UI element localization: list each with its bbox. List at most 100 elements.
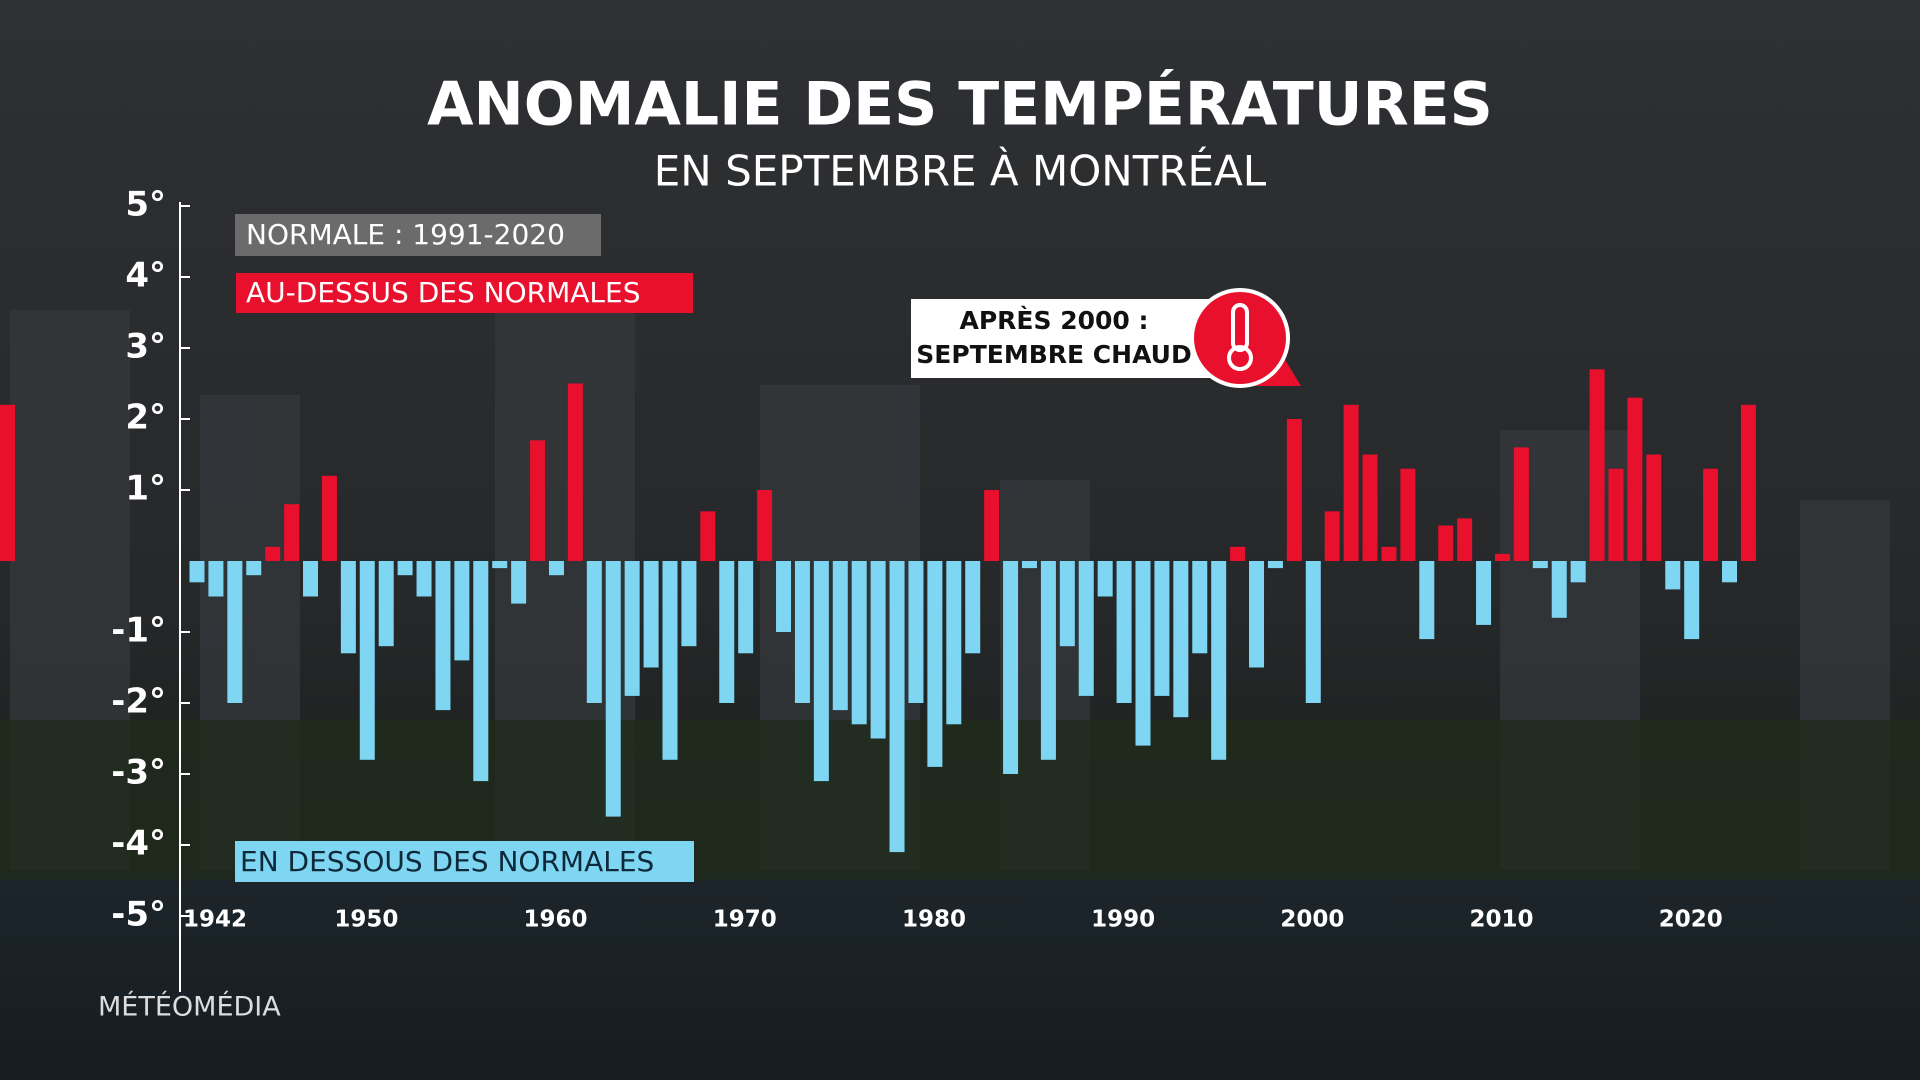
bar — [359, 561, 375, 760]
x-tick-label: 1980 — [902, 907, 966, 933]
bar — [454, 561, 470, 661]
bar — [1286, 419, 1302, 561]
bar — [662, 561, 678, 760]
bar — [1722, 561, 1738, 583]
bar — [1097, 561, 1113, 597]
bar — [246, 561, 262, 576]
x-tick-label: 1970 — [713, 907, 777, 933]
y-tick-label: -3° — [111, 753, 166, 793]
bar — [1078, 561, 1094, 696]
bar — [1646, 454, 1662, 561]
bar — [1381, 546, 1397, 561]
bar — [1476, 561, 1492, 625]
bar — [1249, 561, 1265, 668]
bar — [1173, 561, 1189, 718]
bar — [1551, 561, 1567, 618]
bar — [1230, 546, 1246, 561]
y-tick-label: 5° — [125, 185, 166, 225]
bar — [1116, 561, 1132, 703]
bar — [870, 561, 886, 739]
bar — [416, 561, 432, 597]
bar — [586, 561, 602, 703]
above-box — [236, 273, 693, 313]
x-tick-label: 1990 — [1091, 907, 1155, 933]
bar — [1135, 561, 1151, 746]
bar — [265, 546, 281, 561]
bar — [1154, 561, 1170, 696]
below-box — [235, 841, 694, 882]
bar — [1608, 468, 1624, 561]
bar — [889, 561, 905, 853]
bar — [1589, 369, 1605, 561]
bar — [1362, 454, 1378, 561]
normal-label: NORMALE : 1991-2020 — [246, 218, 565, 251]
bar — [908, 561, 924, 703]
bar — [378, 561, 394, 647]
bar — [700, 511, 716, 561]
bar — [794, 561, 810, 703]
y-tick-label: 2° — [125, 398, 166, 438]
bar — [1740, 404, 1756, 561]
bar — [719, 561, 735, 703]
bar — [1627, 397, 1643, 561]
bar — [1438, 525, 1454, 561]
bar — [1513, 447, 1529, 561]
bar — [1419, 561, 1435, 640]
x-tick-label: 2020 — [1659, 907, 1723, 933]
normal-box — [235, 214, 601, 256]
x-tick-label: 2000 — [1280, 907, 1344, 933]
callout-line: SEPTEMBRE CHAUD — [916, 340, 1191, 369]
bar — [1267, 561, 1283, 569]
bar — [284, 504, 300, 561]
bar — [1570, 561, 1586, 583]
bar — [946, 561, 962, 725]
bar — [227, 561, 243, 703]
bar — [681, 561, 697, 647]
bar — [1665, 561, 1681, 590]
bar — [189, 561, 205, 583]
y-tick-label: -2° — [111, 682, 166, 722]
bar — [1192, 561, 1208, 654]
bar — [624, 561, 640, 696]
above-label: AU-DESSUS DES NORMALES — [246, 276, 640, 309]
bar — [567, 383, 583, 561]
bar — [321, 475, 337, 561]
bar — [1211, 561, 1227, 760]
bar — [208, 561, 224, 597]
bar — [303, 561, 319, 597]
bar — [1400, 468, 1416, 561]
source: MÉTÉOMÉDIA — [98, 991, 281, 1023]
bar — [984, 490, 1000, 561]
bar — [643, 561, 659, 668]
bar — [530, 440, 546, 561]
y-tick-label: -4° — [111, 824, 166, 864]
callout-box — [911, 299, 1227, 378]
bar — [0, 404, 15, 561]
bar — [757, 490, 773, 561]
below-label: EN DESSOUS DES NORMALES — [240, 845, 654, 878]
bar — [1003, 561, 1019, 774]
bar — [1703, 468, 1719, 561]
bar — [397, 561, 413, 576]
bar — [965, 561, 981, 654]
bar — [1324, 511, 1340, 561]
bar — [738, 561, 754, 654]
bar — [435, 561, 451, 711]
bar — [511, 561, 527, 604]
y-tick-label: 1° — [125, 469, 166, 509]
bar — [832, 561, 848, 711]
x-tick-label: 1942 — [183, 907, 247, 933]
bar — [851, 561, 867, 725]
bar — [492, 561, 508, 569]
bar — [813, 561, 829, 782]
bar — [1059, 561, 1075, 647]
bar — [1532, 561, 1548, 569]
y-tick-label: 3° — [125, 327, 166, 367]
bar — [1343, 404, 1359, 561]
bar — [605, 561, 621, 817]
bar — [1040, 561, 1056, 760]
bar — [776, 561, 792, 632]
bar — [548, 561, 564, 576]
y-tick-label: -1° — [111, 611, 166, 651]
